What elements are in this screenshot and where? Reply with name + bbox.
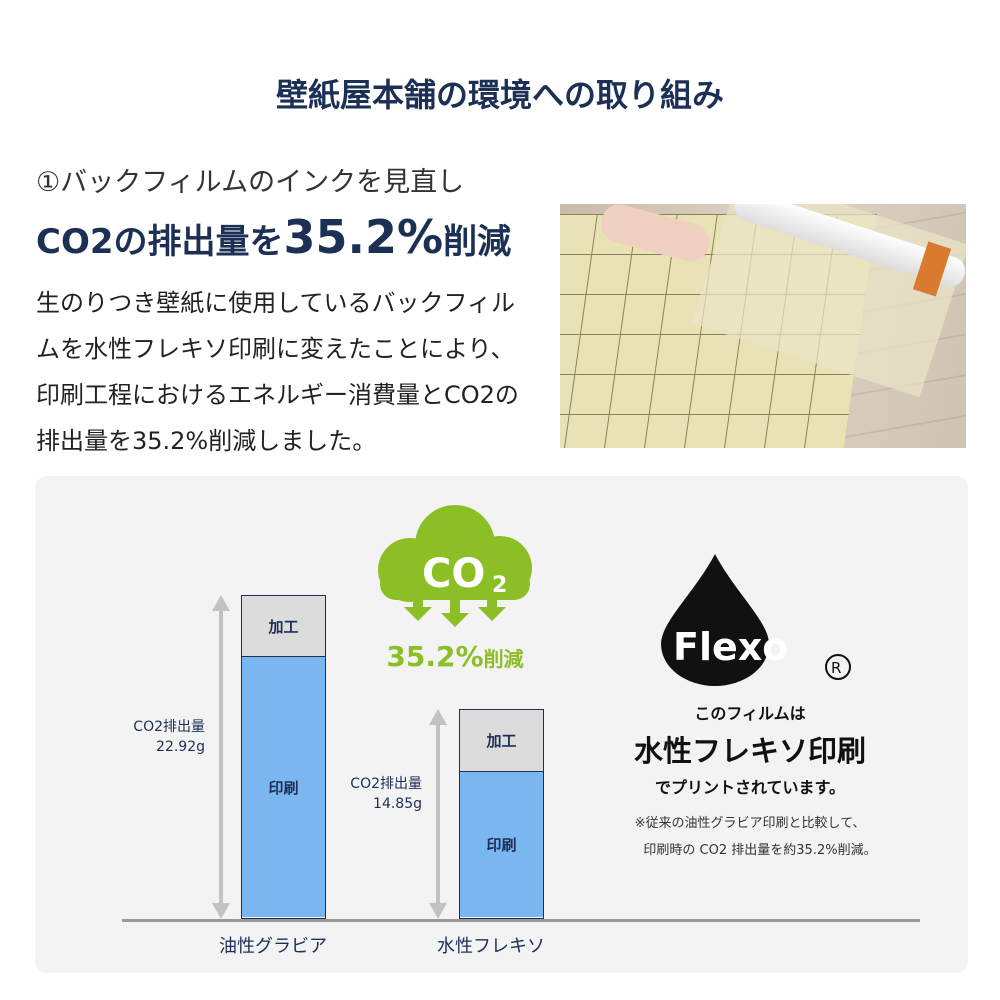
total-arrow-icon [429,709,447,919]
stacked-bar: 加工 印刷 [241,595,326,919]
total-label-title: CO2排出量 [133,719,205,735]
total-arrow-icon [212,595,230,919]
reduction-label: 35.2%削減 [355,640,555,673]
reduction-value: 35.2% [386,640,484,673]
reduction-suffix: 削減 [483,647,524,671]
total-label-value: 14.85g [373,796,422,813]
flexo-logo-text: Flexo [673,625,788,669]
total-label-value: 22.92g [156,739,205,755]
category-label: 水性フレキソ [437,936,545,957]
flexo-line1: このフィルムは [694,704,806,723]
cloud-sub-label: 2 [492,573,507,598]
total-label: CO2排出量 14.85g [312,774,422,814]
bar-segment-processing: 加工 [460,710,543,773]
flexo-line2: 水性フレキソ印刷 [633,734,866,768]
svg-text:R: R [831,659,841,677]
headline-pre: CO2の排出量を [36,222,284,262]
headline: CO2の排出量を35.2%削減 [36,210,511,264]
headline-post: 削減 [443,222,512,262]
flexo-logo: Flexo R [661,554,851,686]
flexo-description: このフィルムは 水性フレキソ印刷 でプリントされています。 ※従来の油性グラビア… [600,700,900,858]
co2-cloud-icon: CO 2 [378,505,532,627]
page-title: 壁紙屋本舗の環境への取り組み [275,76,724,114]
cloud-co-label: CO [422,551,485,597]
total-label-title: CO2排出量 [350,776,422,793]
headline-percent: 35.2% [283,210,444,264]
chart-baseline [122,919,920,922]
flexo-note1: ※従来の油性グラビア印刷と比較して、 [634,816,866,831]
category-label: 油性グラビア [219,936,327,957]
section-subtitle: ①バックフィルムのインクを見直し [36,167,465,198]
flexo-note2: 印刷時の CO2 排出量を約35.2%削減。 [643,843,877,858]
bar-segment-processing: 加工 [242,596,325,658]
stacked-bar: 加工 印刷 [459,709,544,919]
bar-segment-printing: 印刷 [460,772,543,917]
bar-segment-printing: 印刷 [242,657,325,917]
flexo-line3: でプリントされています。 [655,778,845,797]
body-text: 生のりつき壁紙に使用しているバックフィルムを水性フレキソ印刷に変えたことにより、… [36,289,519,455]
total-label: CO2排出量 22.92g [95,717,205,757]
product-photo [560,204,966,448]
